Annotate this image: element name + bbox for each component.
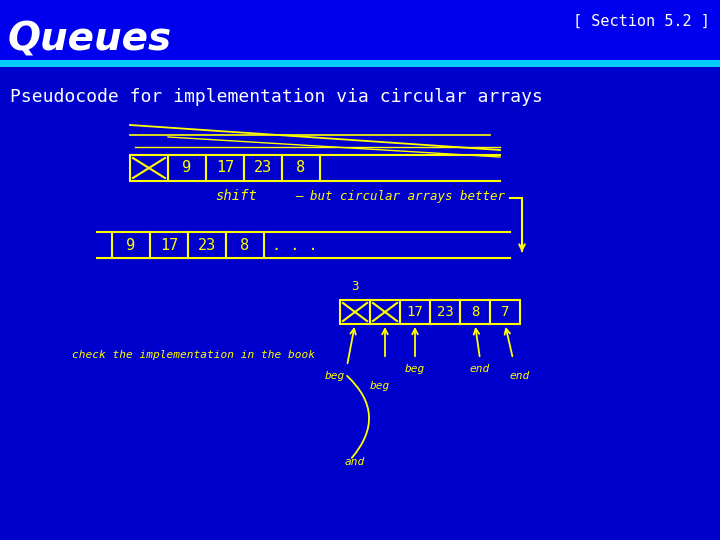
Text: 23: 23 [254,160,272,176]
Bar [430,300,460,324]
Text: . . .: . . . [272,238,318,253]
Bar [188,232,226,258]
Text: 17: 17 [407,305,423,319]
Text: 8: 8 [471,305,480,319]
Bar [150,232,188,258]
Text: 3: 3 [351,280,359,293]
Text: – but circular arrays better: – but circular arrays better [295,190,505,203]
Text: beg: beg [325,371,345,381]
Text: end: end [510,371,530,381]
Text: and: and [345,457,365,467]
Text: 8: 8 [240,238,250,253]
Text: Queues: Queues [8,20,172,58]
Bar [460,300,490,324]
Text: 7: 7 [501,305,509,319]
Text: end: end [470,364,490,374]
Text: 17: 17 [160,238,178,253]
Bar [168,155,206,181]
Text: 17: 17 [216,160,234,176]
Text: shift: shift [215,189,257,203]
Text: [ Section 5.2 ]: [ Section 5.2 ] [573,14,710,29]
Bar [226,232,264,258]
Text: beg: beg [405,364,425,374]
FancyArrowPatch shape [347,376,369,458]
Bar [112,232,150,258]
Bar [130,155,168,181]
Bar [282,155,320,181]
Text: 9: 9 [127,238,135,253]
Text: 9: 9 [182,160,192,176]
Text: check the implementation in the book: check the implementation in the book [72,350,315,360]
Text: Pseudocode for implementation via circular arrays: Pseudocode for implementation via circul… [10,88,543,106]
Bar [490,300,520,324]
Bar [400,300,430,324]
Bar [206,155,244,181]
Text: 23: 23 [436,305,454,319]
Bar [0,0,720,62]
Text: 8: 8 [297,160,305,176]
Text: beg: beg [370,381,390,391]
Bar [340,300,370,324]
Text: 23: 23 [198,238,216,253]
Bar [244,155,282,181]
Bar [370,300,400,324]
